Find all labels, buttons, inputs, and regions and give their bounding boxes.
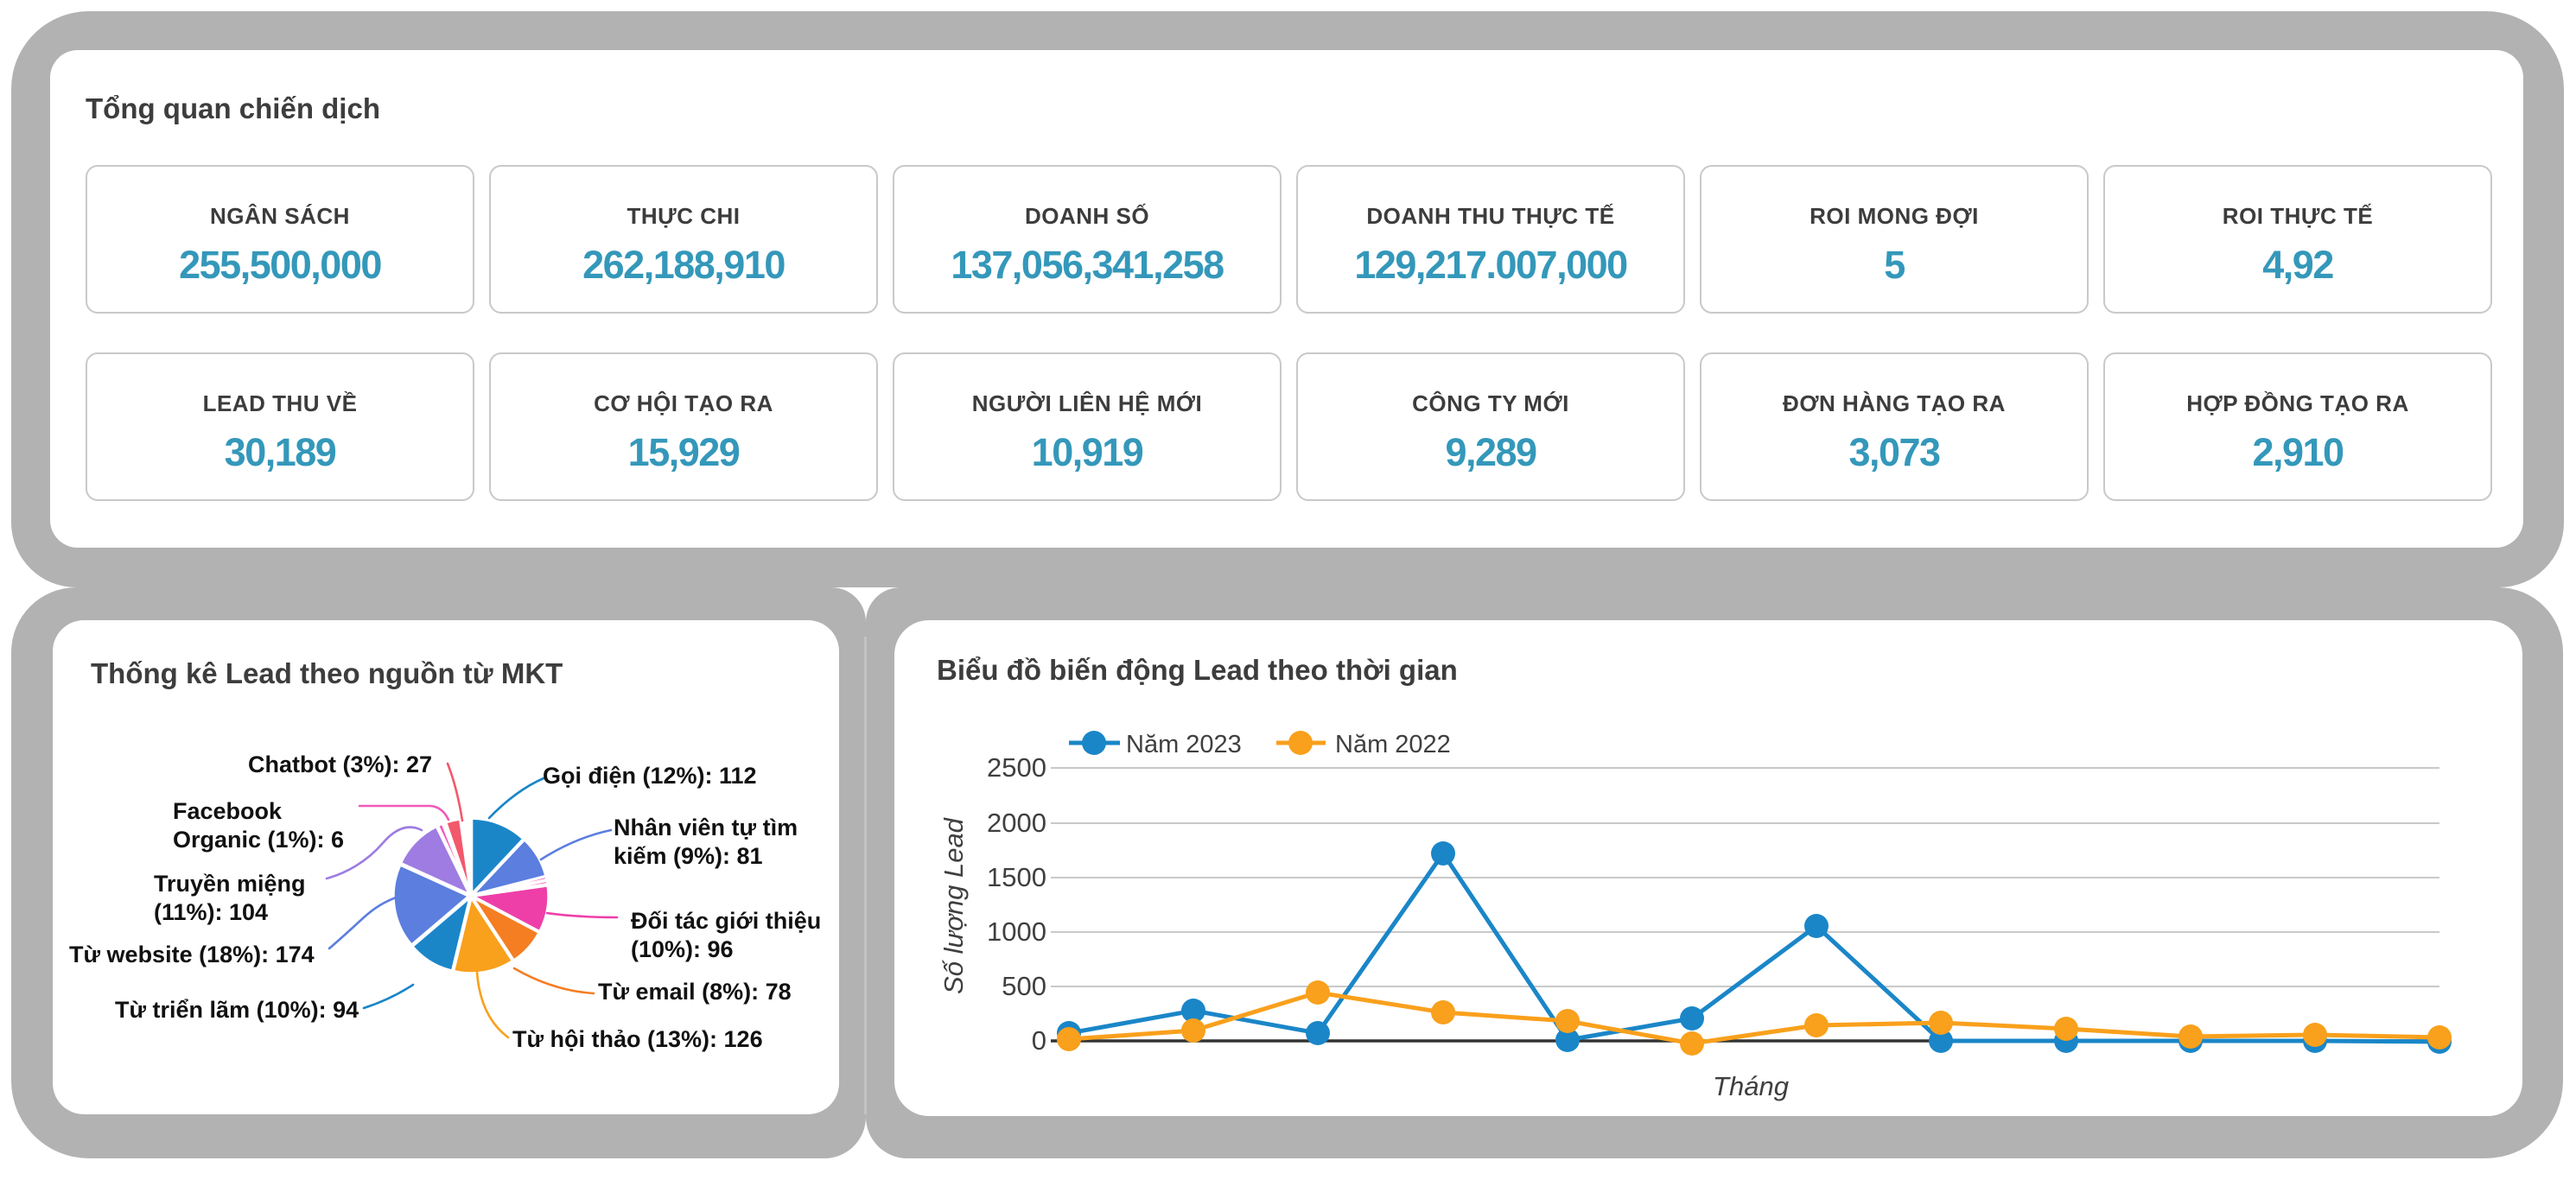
svg-text:500: 500 (1002, 971, 1046, 1001)
svg-text:2500: 2500 (987, 752, 1046, 783)
svg-text:1500: 1500 (987, 862, 1046, 892)
svg-text:2000: 2000 (987, 808, 1046, 838)
svg-text:0: 0 (1032, 1025, 1046, 1056)
svg-text:1000: 1000 (987, 916, 1046, 947)
svg-text:Năm 2022: Năm 2022 (1335, 731, 1451, 758)
svg-text:Số lượng Lead: Số lượng Lead (938, 816, 969, 994)
svg-text:Tháng: Tháng (1713, 1071, 1789, 1101)
svg-text:Năm 2023: Năm 2023 (1126, 731, 1242, 758)
